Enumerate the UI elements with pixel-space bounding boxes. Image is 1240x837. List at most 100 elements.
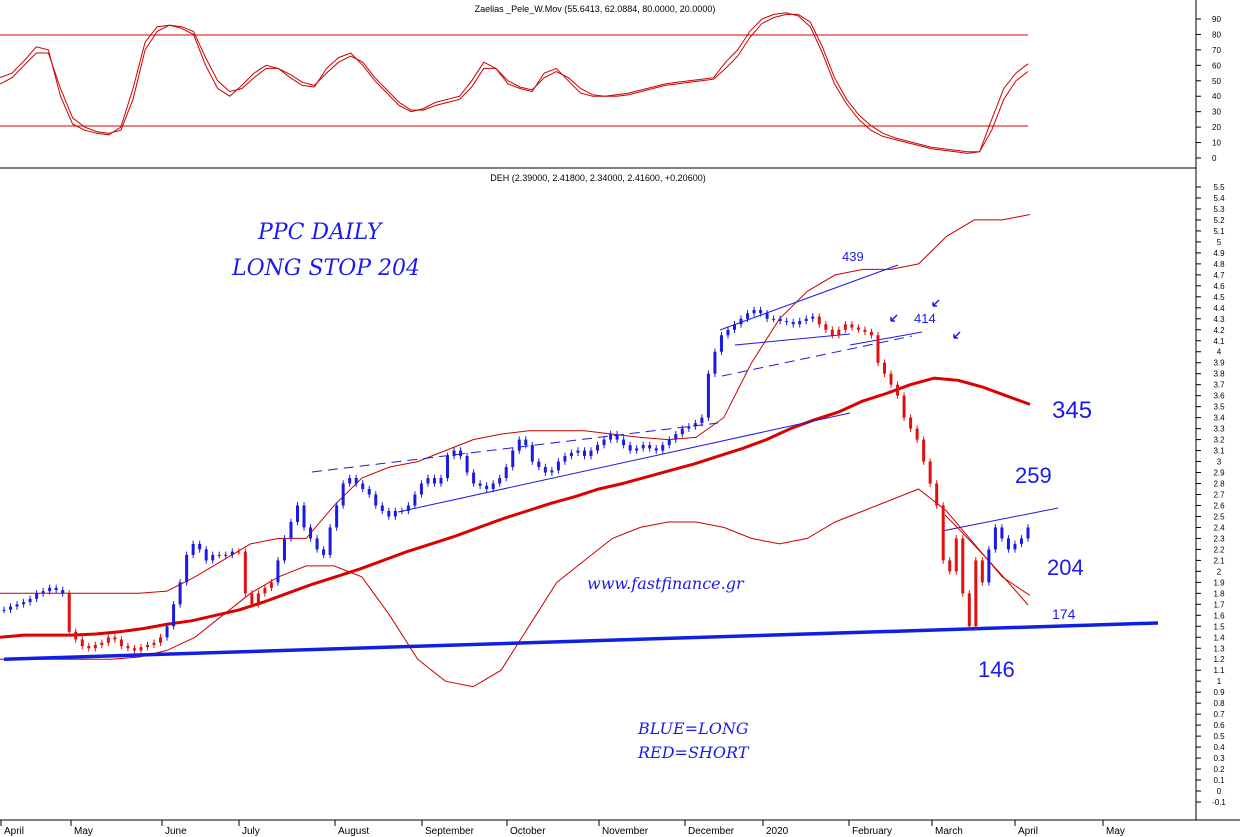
month-tick-label: April [4, 826, 24, 837]
price-tick-label: 0.9 [1213, 688, 1225, 697]
candle-body [752, 310, 756, 314]
lower-bollinger-band [0, 488, 1031, 688]
candle-body [413, 494, 417, 506]
price-tick-label: 3.5 [1213, 403, 1225, 412]
price-tick-label: 0.6 [1213, 721, 1225, 730]
candle-body [641, 445, 645, 449]
candle-body [700, 417, 704, 424]
candle-body [863, 329, 867, 332]
price-tick-label: 0.8 [1213, 699, 1225, 708]
candle-body [406, 505, 410, 511]
level-label-259: 259 [1015, 463, 1052, 488]
candle-body [765, 313, 769, 319]
flag-lower [849, 331, 923, 346]
candle-body [993, 527, 997, 550]
candle-body [80, 639, 84, 647]
candle-body [74, 631, 78, 640]
price-tick-label: 5.1 [1213, 227, 1225, 236]
candle-body [54, 587, 58, 591]
candle-body [393, 510, 397, 517]
price-tick-label: 0.7 [1213, 710, 1225, 719]
oscillator-y-axis: 0 10 20 30 40 50 60 70 80 90 [1196, 15, 1221, 163]
candle-body [889, 373, 893, 385]
candle-body [22, 602, 26, 605]
candle-body [296, 505, 300, 522]
candle-body [335, 505, 339, 528]
candle-body [869, 331, 873, 336]
candle-body [530, 445, 534, 462]
candle-body [791, 322, 795, 325]
candle-body [661, 445, 665, 451]
candle-body [511, 450, 515, 468]
candle-body [367, 489, 371, 495]
candle-body [48, 587, 52, 592]
level-label-345: 345 [1052, 397, 1092, 424]
price-tick-label: 1.7 [1213, 600, 1225, 609]
candle-body [152, 642, 156, 645]
price-tick-label: 2.9 [1213, 469, 1225, 478]
price-tick-label: 2.8 [1213, 480, 1225, 489]
decline-line [944, 514, 1029, 606]
candle-body [713, 351, 717, 374]
price-tick-label: 1.6 [1213, 611, 1225, 620]
moving-average-line [0, 376, 1031, 639]
candle-body [732, 324, 736, 330]
candle-body [635, 448, 639, 451]
candle-body [667, 439, 671, 446]
candle-body [224, 554, 228, 556]
candle-body [967, 593, 971, 627]
candle-body [543, 467, 547, 473]
candle-body [550, 470, 554, 473]
candle-body [824, 324, 828, 330]
candle-body [726, 329, 730, 336]
level-label-174: 174 [1052, 606, 1076, 622]
candle-body [569, 452, 573, 457]
candle-body [178, 582, 182, 605]
candle-body [341, 483, 345, 506]
osc-tick-label: 60 [1212, 61, 1221, 70]
month-tick-label: May [74, 826, 93, 837]
month-tick-label: November [602, 826, 649, 837]
candle-body [746, 313, 750, 319]
title-annotation: PPC DAILY [257, 220, 384, 245]
candle-body [974, 560, 978, 627]
price-title: DEH (2.39000, 2.41800, 2.34000, 2.41600,… [490, 173, 705, 183]
candle-body [896, 384, 900, 396]
candle-body [850, 324, 854, 328]
candle-body [28, 598, 32, 603]
candle-body [113, 637, 117, 640]
price-tick-label: 2.7 [1213, 491, 1225, 500]
candle-body [622, 439, 626, 446]
candle-body [93, 644, 97, 649]
oscillator-title: Zaelias _Pele_W.Mov (55.6413, 62.0884, 8… [475, 4, 716, 14]
candle-body [804, 318, 808, 321]
candle-body [498, 478, 502, 484]
price-tick-label: 2.3 [1213, 534, 1225, 543]
candle-body [602, 439, 606, 446]
candle-body [876, 335, 880, 363]
level-label-204: 204 [1047, 555, 1084, 580]
price-tick-label: 3 [1217, 458, 1222, 467]
candle-body [478, 483, 482, 486]
candle-body [524, 439, 528, 446]
channel-lower [397, 412, 851, 513]
candle-body [491, 483, 495, 490]
candle-body [250, 593, 254, 605]
month-tick-label: May [1106, 826, 1125, 837]
candle-body [582, 450, 586, 457]
price-tick-label: 0.3 [1213, 754, 1225, 763]
candle-body [230, 551, 234, 555]
candle-body [856, 327, 860, 330]
month-tick-label: July [242, 826, 260, 837]
price-tick-label: 1.4 [1213, 633, 1225, 642]
price-tick-label: 2 [1217, 567, 1222, 576]
candle-body [87, 646, 91, 649]
price-tick-label: 3.2 [1213, 436, 1225, 445]
candle-body [674, 434, 678, 440]
price-tick-label: 1.1 [1213, 666, 1225, 675]
price-tick-label: 0.4 [1213, 743, 1225, 752]
price-tick-label: 4.7 [1213, 271, 1225, 280]
price-tick-label: -0.1 [1212, 798, 1226, 807]
candle-body [980, 560, 984, 583]
legend-red-short: RED=SHORT [637, 743, 750, 762]
